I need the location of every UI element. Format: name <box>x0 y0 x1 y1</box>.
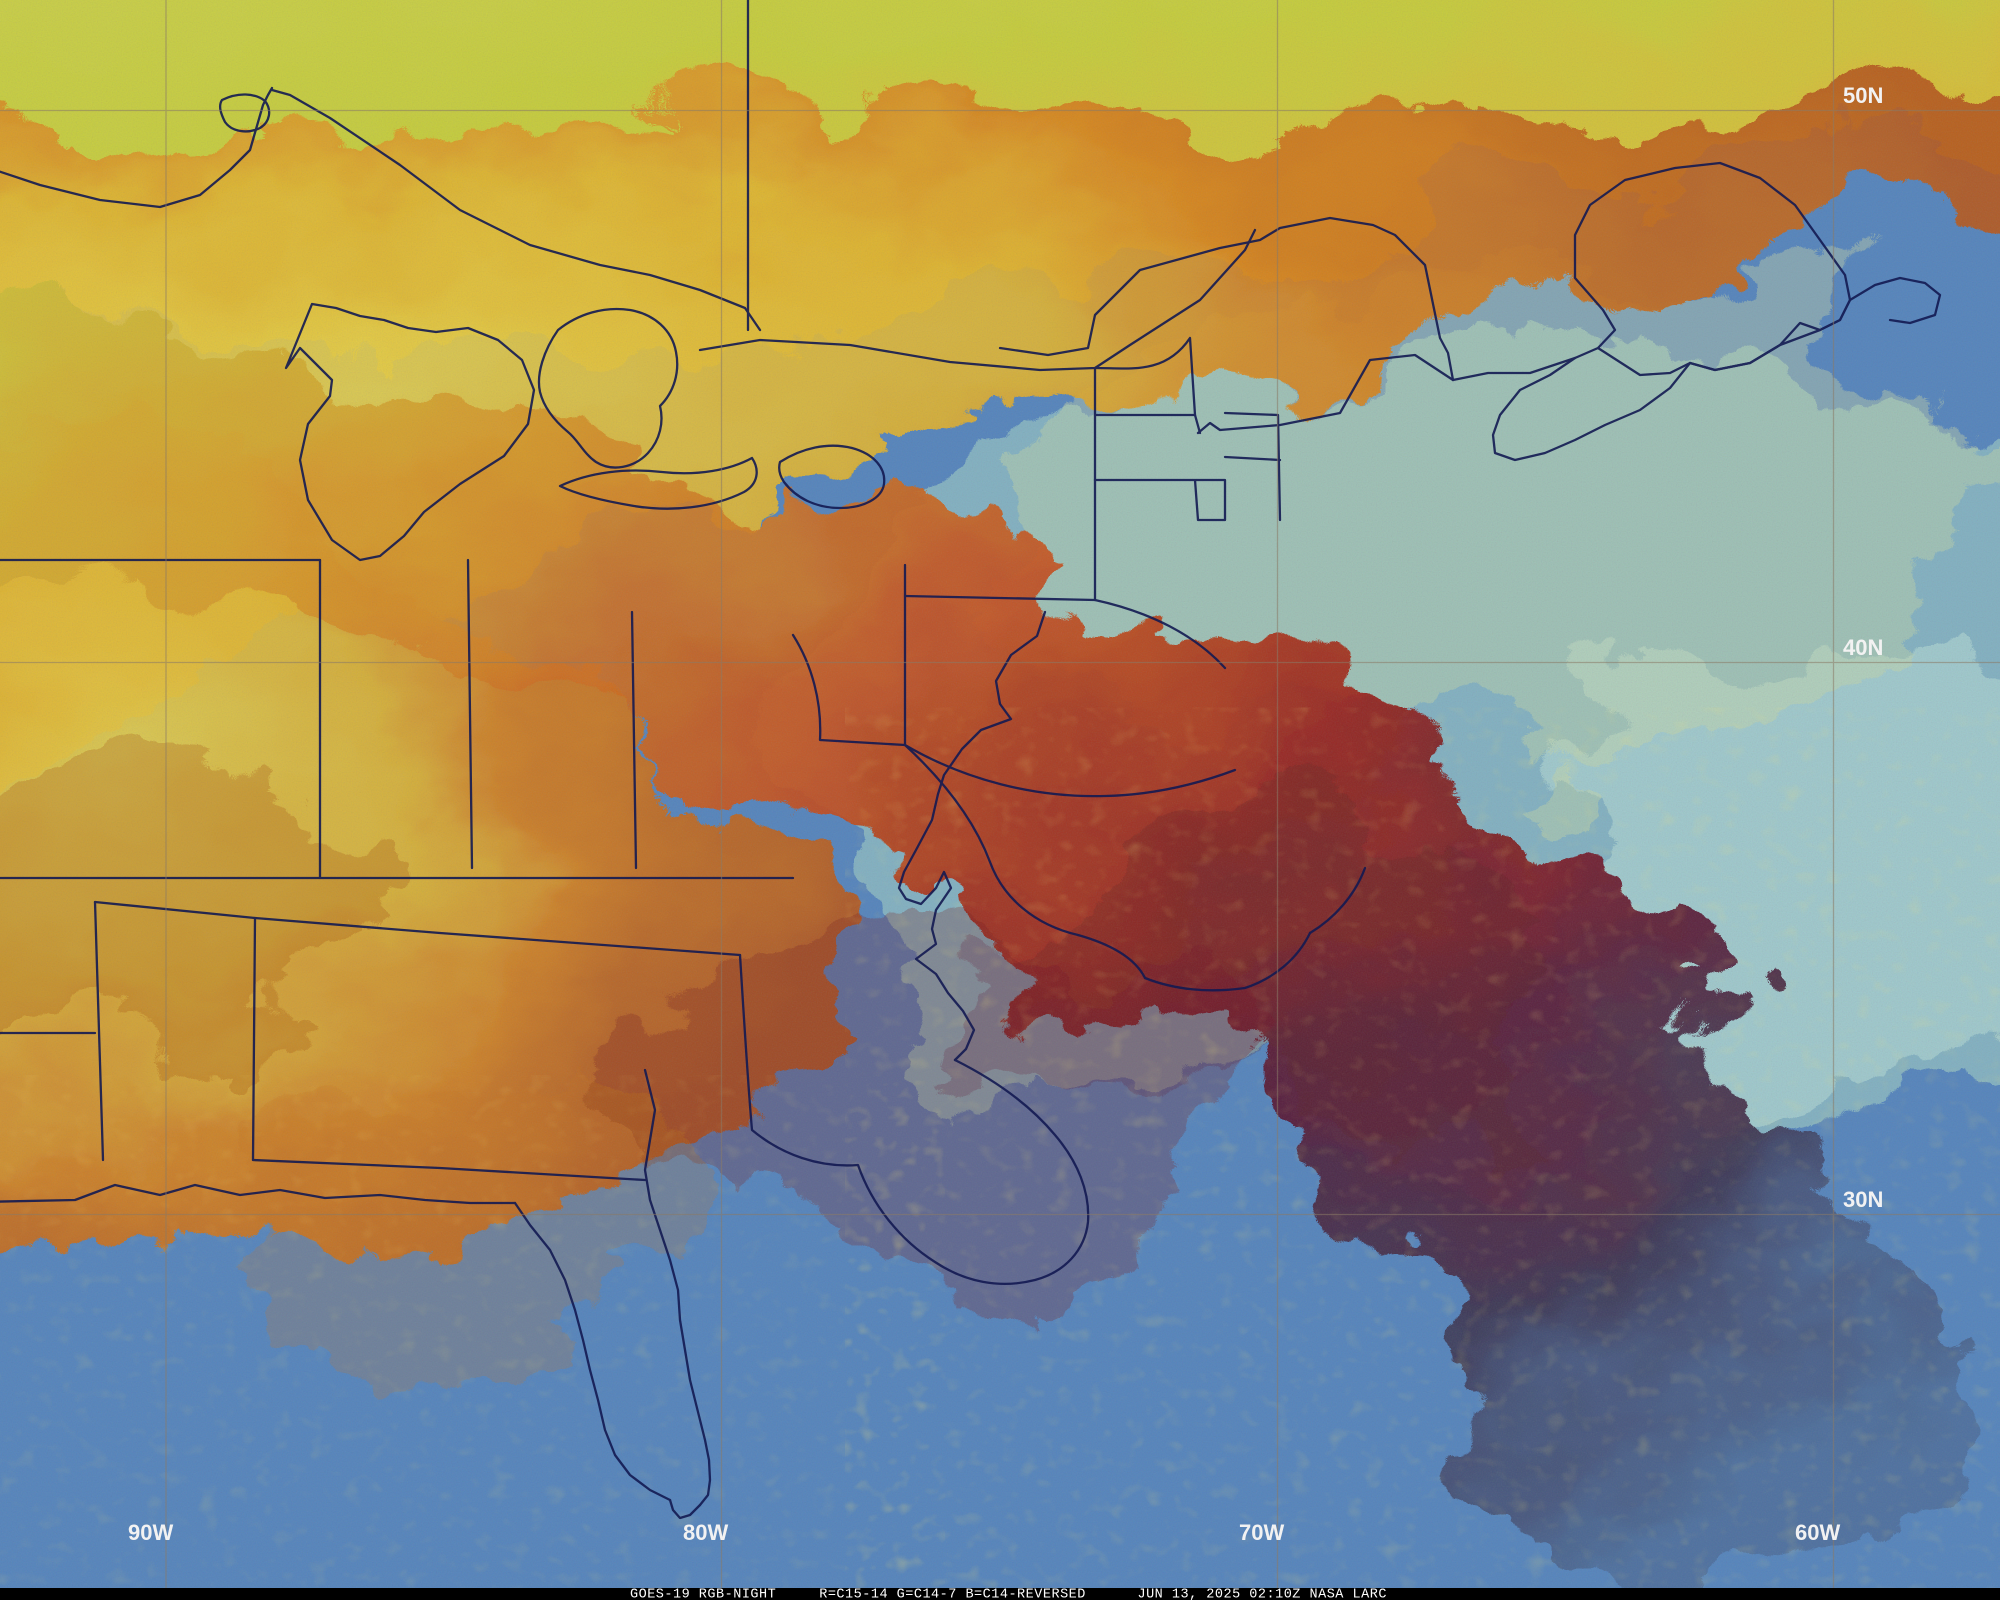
svg-text:80W: 80W <box>683 1520 728 1545</box>
svg-text:70W: 70W <box>1239 1520 1284 1545</box>
svg-text:GOES-19 RGB-NIGHT R=C15-14: GOES-19 RGB-NIGHT R=C15-14 G=C14-7 B=C14… <box>630 1588 1387 1600</box>
svg-text:90W: 90W <box>128 1520 173 1545</box>
svg-text:60W: 60W <box>1795 1520 1840 1545</box>
svg-text:40N: 40N <box>1843 635 1883 660</box>
svg-text:50N: 50N <box>1843 83 1883 108</box>
svg-text:30N: 30N <box>1843 1187 1883 1212</box>
